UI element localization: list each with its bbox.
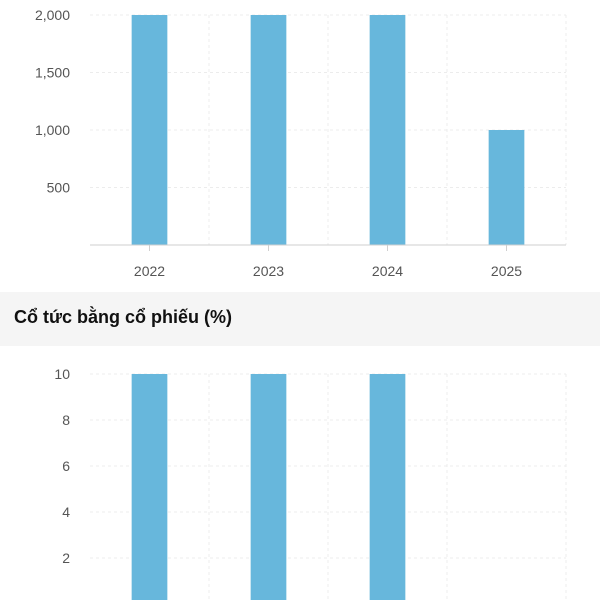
y-tick-label: 6: [62, 458, 70, 474]
y-tick-label: 500: [47, 180, 71, 196]
section-header: Cổ tức bằng cổ phiếu (%): [0, 292, 600, 346]
chart-cash-dividend: 500 1,000 1,500 2,000 2022 2023 2024 2025: [0, 0, 600, 292]
bar-2024[interactable]: [369, 374, 406, 600]
y-tick-label: 1,000: [35, 122, 70, 138]
bar-2025[interactable]: [488, 130, 525, 245]
y-tick-label: 10: [54, 366, 70, 382]
x-tick-label: 2024: [372, 263, 403, 279]
x-tick-label: 2025: [491, 263, 522, 279]
y-tick-label: 2: [62, 550, 70, 566]
chart-stock-dividend: 2 4 6 8 10: [0, 346, 600, 600]
y-tick-label: 8: [62, 412, 70, 428]
section-title: Cổ tức bằng cổ phiếu (%): [14, 307, 233, 327]
y-tick-label: 4: [62, 504, 70, 520]
chart-cash-dividend-svg: 500 1,000 1,500 2,000 2022 2023 2024 2025: [35, 7, 567, 279]
bar-2022[interactable]: [131, 374, 168, 600]
y-tick-label: 2,000: [35, 7, 70, 23]
x-tick-label: 2023: [253, 263, 284, 279]
y-tick-label: 1,500: [35, 65, 70, 81]
bar-2023[interactable]: [250, 15, 287, 245]
x-tick-label: 2022: [134, 263, 165, 279]
chart-stock-dividend-svg: 2 4 6 8 10: [54, 366, 567, 600]
bar-2024[interactable]: [369, 15, 406, 245]
bar-2023[interactable]: [250, 374, 287, 600]
bar-2022[interactable]: [131, 15, 168, 245]
